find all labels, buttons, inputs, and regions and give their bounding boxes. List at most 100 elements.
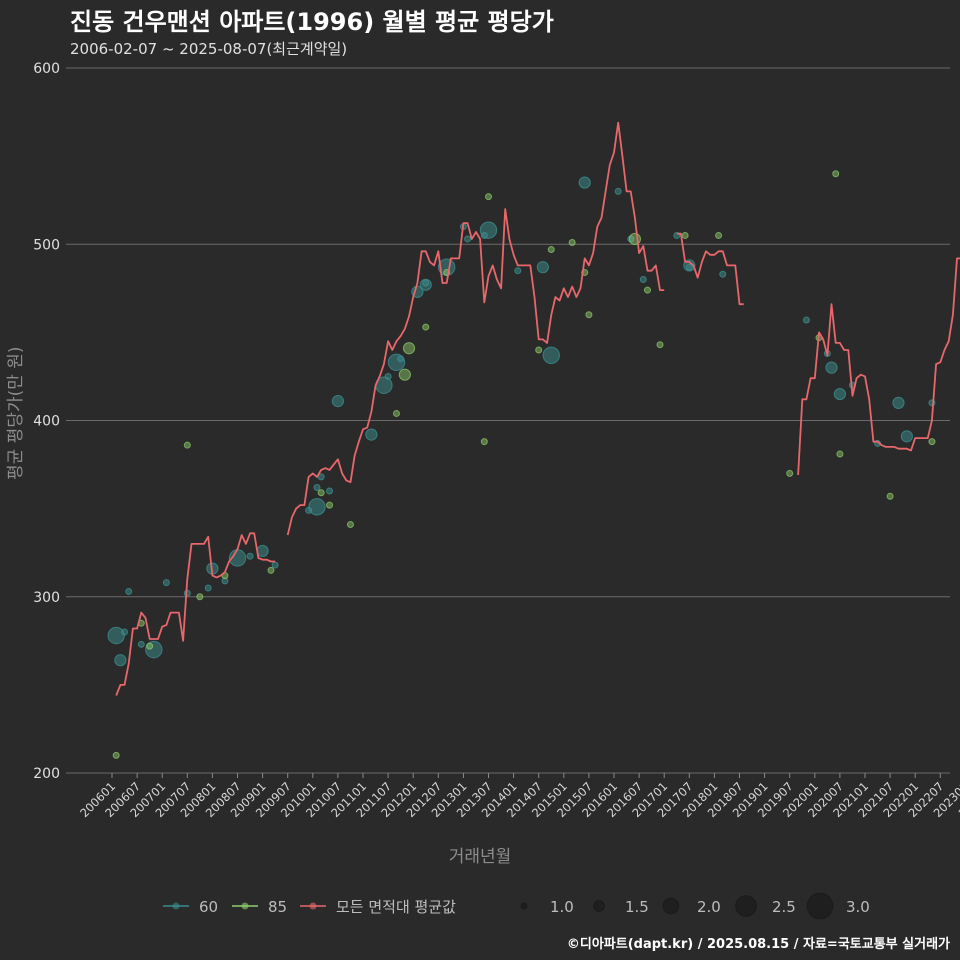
point-85 xyxy=(585,311,593,319)
point-85 xyxy=(786,469,794,477)
point-60 xyxy=(542,346,560,364)
y-axis-label: 평균 평당가(만 원) xyxy=(6,346,26,480)
point-60 xyxy=(221,577,229,585)
average-line-segment xyxy=(115,532,276,696)
x-axis-label: 거래년월 xyxy=(448,847,512,867)
legend-size-label: 2.0 xyxy=(697,898,721,916)
point-60 xyxy=(107,626,125,645)
series-average-line xyxy=(115,121,960,696)
point-85 xyxy=(422,323,430,331)
point-85 xyxy=(392,409,400,417)
point-60 xyxy=(479,221,498,239)
y-axis-ticks: 200 300 400 500 600 xyxy=(33,61,60,782)
point-60 xyxy=(892,396,905,409)
point-85 xyxy=(326,501,334,509)
point-60 xyxy=(326,487,334,495)
point-85 xyxy=(317,489,325,497)
point-60 xyxy=(900,430,913,443)
series-60-points xyxy=(107,176,936,667)
legend-size-label: 1.0 xyxy=(550,898,574,916)
legend-label: 85 xyxy=(268,898,287,916)
chart-title: 진동 건우맨션 아파트(1996) 월별 평균 평당가 xyxy=(70,8,554,36)
grid-lines xyxy=(66,67,950,774)
point-85 xyxy=(715,231,723,239)
source-caption: ©디아파트(dapt.kr) / 2025.08.15 / 자료=국토교통부 실… xyxy=(566,937,950,952)
y-tick-label: 200 xyxy=(33,766,60,782)
point-85 xyxy=(267,566,275,574)
point-85 xyxy=(928,438,936,446)
point-85 xyxy=(832,170,840,178)
legend-size-key xyxy=(735,895,757,917)
y-tick-label: 600 xyxy=(33,61,60,77)
point-85 xyxy=(836,450,844,458)
legend-label: 모든 면적대 평균값 xyxy=(336,898,456,916)
point-60 xyxy=(419,278,432,291)
point-60 xyxy=(331,395,344,408)
point-85 xyxy=(183,441,191,449)
legend-size-label: 2.5 xyxy=(772,898,796,916)
point-85 xyxy=(547,246,555,254)
point-85 xyxy=(656,341,664,349)
series-85-points xyxy=(112,170,936,759)
point-60 xyxy=(114,654,127,667)
y-tick-label: 500 xyxy=(33,237,60,253)
point-60 xyxy=(308,498,326,516)
legend-size-label: 1.5 xyxy=(625,898,649,916)
point-85 xyxy=(146,642,154,650)
legend: 60 85 모든 면적대 평균값 1.0 1.5 2.0 2.5 3.0 xyxy=(163,892,870,920)
point-60 xyxy=(125,587,133,595)
point-85 xyxy=(643,286,651,294)
x-axis-ticks: 2006012006072007012007072008012008072009… xyxy=(77,773,960,820)
point-85 xyxy=(886,492,894,500)
legend-size-key xyxy=(662,897,680,915)
point-85 xyxy=(628,232,642,246)
point-85 xyxy=(568,238,576,246)
legend-point-key xyxy=(241,902,249,910)
point-60 xyxy=(719,270,727,278)
point-60 xyxy=(121,628,129,636)
legend-size-key xyxy=(806,892,834,920)
y-tick-label: 400 xyxy=(33,414,60,430)
point-85 xyxy=(196,593,204,601)
point-85 xyxy=(480,438,488,446)
legend-size-key xyxy=(593,900,605,912)
point-60 xyxy=(384,372,392,380)
point-85 xyxy=(485,193,492,201)
point-85 xyxy=(112,751,120,759)
average-line-segment xyxy=(676,232,744,306)
y-tick-label: 300 xyxy=(33,590,60,606)
legend-label: 60 xyxy=(199,898,218,916)
point-60 xyxy=(685,263,693,271)
point-60 xyxy=(833,387,847,401)
point-85 xyxy=(681,231,689,239)
point-60 xyxy=(639,276,647,283)
point-60 xyxy=(578,176,591,189)
point-85 xyxy=(346,520,354,528)
average-line-segment xyxy=(797,257,960,476)
point-60 xyxy=(464,235,472,243)
point-85 xyxy=(535,346,543,354)
legend-size-label: 3.0 xyxy=(846,898,870,916)
point-60 xyxy=(397,355,405,363)
point-60 xyxy=(145,640,163,659)
point-60 xyxy=(514,267,522,275)
point-60 xyxy=(614,187,622,195)
average-line-segment xyxy=(286,121,665,536)
legend-point-key xyxy=(172,902,180,910)
point-60 xyxy=(536,261,549,274)
legend-point-key xyxy=(309,902,317,910)
point-60 xyxy=(802,316,810,324)
point-60 xyxy=(137,640,145,648)
point-60 xyxy=(246,552,254,560)
point-60 xyxy=(162,579,170,587)
point-85 xyxy=(402,342,416,355)
point-60 xyxy=(271,561,279,569)
chart-subtitle: 2006-02-07 ~ 2025-08-07(최근계약일) xyxy=(70,40,348,58)
legend-size-key xyxy=(520,902,528,910)
point-60 xyxy=(317,473,325,481)
point-85 xyxy=(398,368,411,381)
point-60 xyxy=(313,483,321,491)
point-60 xyxy=(204,584,212,592)
point-60 xyxy=(825,361,838,374)
